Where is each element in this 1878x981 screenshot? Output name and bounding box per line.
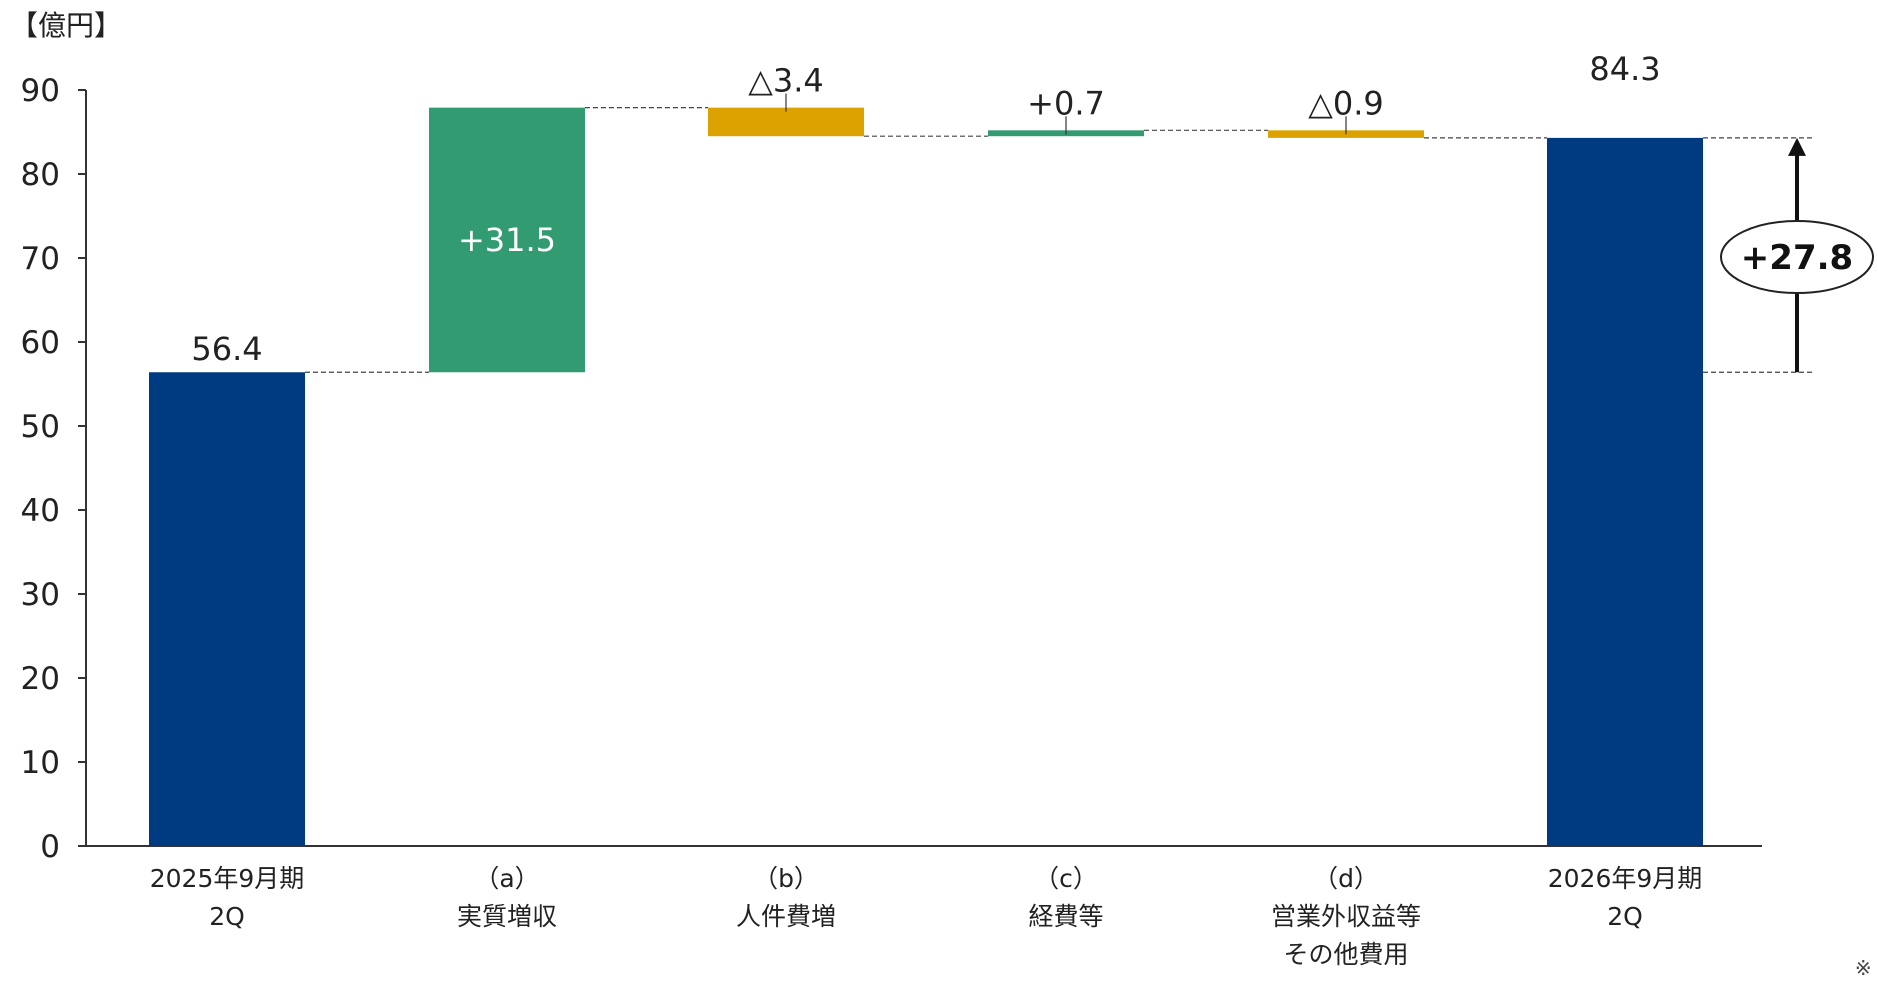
data-label: △3.4 <box>748 62 824 100</box>
waterfall-bar <box>1547 137 1703 846</box>
category-label: 2Q <box>209 902 245 931</box>
category-label: 2Q <box>1607 902 1643 931</box>
category-label: 人件費増 <box>736 902 836 931</box>
category-label: （b） <box>753 864 819 893</box>
y-tick-label: 20 <box>21 661 60 697</box>
y-tick-label: 70 <box>21 241 60 277</box>
data-labels: 56.4 +31.5 △3.4 +0.7 △0.9 84.3 <box>191 50 1660 368</box>
waterfall-bar <box>149 372 305 846</box>
category-labels: 2025年9月期 2Q （a） 実質増収 （b） 人件費増 （c） 経費等 （d） 営業外収益等そ… <box>150 864 1703 967</box>
category-label: （c） <box>1034 864 1098 893</box>
waterfall-bar <box>429 107 585 373</box>
difference-label: +27.8 <box>1741 238 1853 278</box>
data-label: +0.7 <box>1027 84 1105 122</box>
y-tick-label: 30 <box>21 577 60 613</box>
waterfall-bar <box>708 107 864 137</box>
category-label: 経費等 <box>1028 902 1103 931</box>
axes: 0 10 20 30 40 50 60 70 80 90 <box>21 73 1762 865</box>
unit-label: 【億円】 <box>10 9 123 42</box>
y-tick-label: 40 <box>21 493 60 529</box>
y-tick-label: 80 <box>21 157 60 193</box>
difference-bubble <box>1720 220 1874 295</box>
category-label: 実質増収 <box>457 902 557 931</box>
difference-arrow-head <box>1788 137 1806 156</box>
difference-annotation: +27.8 <box>1703 137 1874 373</box>
data-label: +31.5 <box>458 221 556 259</box>
data-label: △0.9 <box>1308 84 1384 122</box>
category-label: （a） <box>474 864 539 893</box>
category-label: 2026年9月期 <box>1548 864 1703 893</box>
data-label: 84.3 <box>1589 50 1660 88</box>
category-label: その他費用 <box>1283 940 1408 967</box>
category-label: （d） <box>1313 864 1379 893</box>
y-tick-label: 90 <box>21 73 60 109</box>
bars <box>149 107 1703 846</box>
category-label: 2025年9月期 <box>150 864 305 893</box>
y-tick-label: 60 <box>21 325 60 361</box>
connector-lines <box>305 107 1547 373</box>
y-tick-label: 10 <box>21 745 60 781</box>
y-tick-label: 0 <box>40 829 60 865</box>
y-tick-label: 50 <box>21 409 60 445</box>
category-label: 営業外収益等 <box>1271 902 1421 931</box>
data-label: 56.4 <box>191 330 262 368</box>
